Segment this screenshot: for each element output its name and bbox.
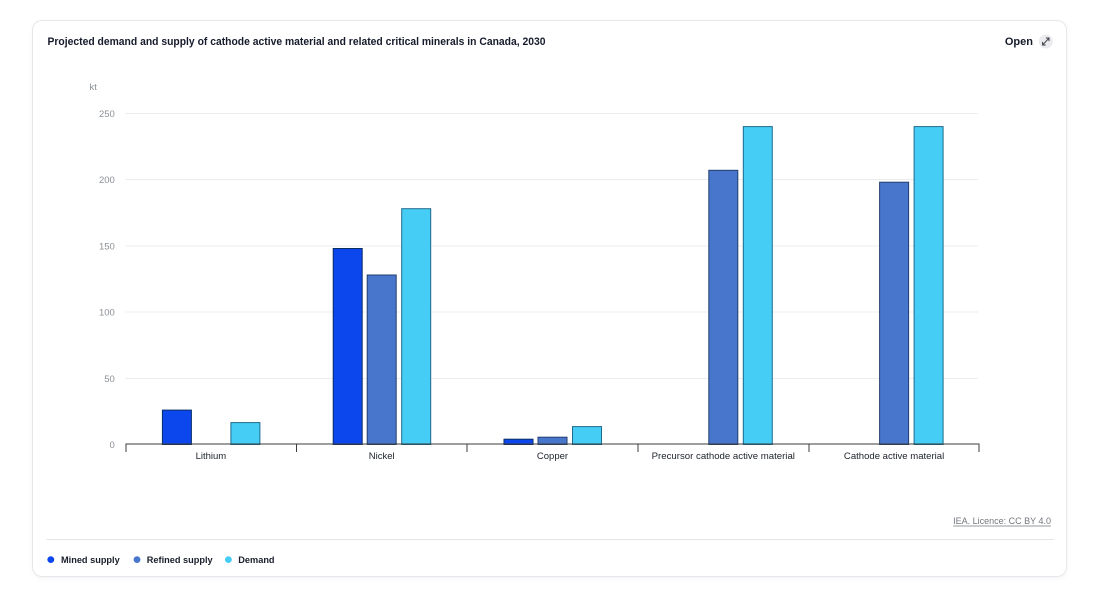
svg-text:Demand: Demand	[238, 555, 274, 565]
svg-text:Projected demand and supply of: Projected demand and supply of cathode a…	[48, 36, 546, 48]
svg-text:0: 0	[110, 440, 115, 451]
svg-text:Lithium: Lithium	[196, 451, 227, 462]
svg-text:Nickel: Nickel	[369, 451, 395, 462]
svg-text:Refined supply: Refined supply	[147, 555, 214, 565]
svg-text:50: 50	[104, 374, 115, 385]
svg-text:kt: kt	[90, 82, 98, 93]
svg-text:150: 150	[99, 242, 115, 253]
svg-text:200: 200	[99, 175, 115, 186]
svg-text:IEA. Licence: CC BY 4.0: IEA. Licence: CC BY 4.0	[953, 516, 1051, 526]
svg-text:250: 250	[99, 109, 115, 120]
svg-text:100: 100	[99, 308, 115, 319]
svg-text:Precursor cathode active mater: Precursor cathode active material	[652, 451, 795, 462]
svg-text:Cathode active material: Cathode active material	[844, 451, 944, 462]
svg-text:Open: Open	[1005, 36, 1033, 48]
svg-text:Mined supply: Mined supply	[61, 555, 121, 565]
svg-text:Copper: Copper	[537, 451, 568, 462]
